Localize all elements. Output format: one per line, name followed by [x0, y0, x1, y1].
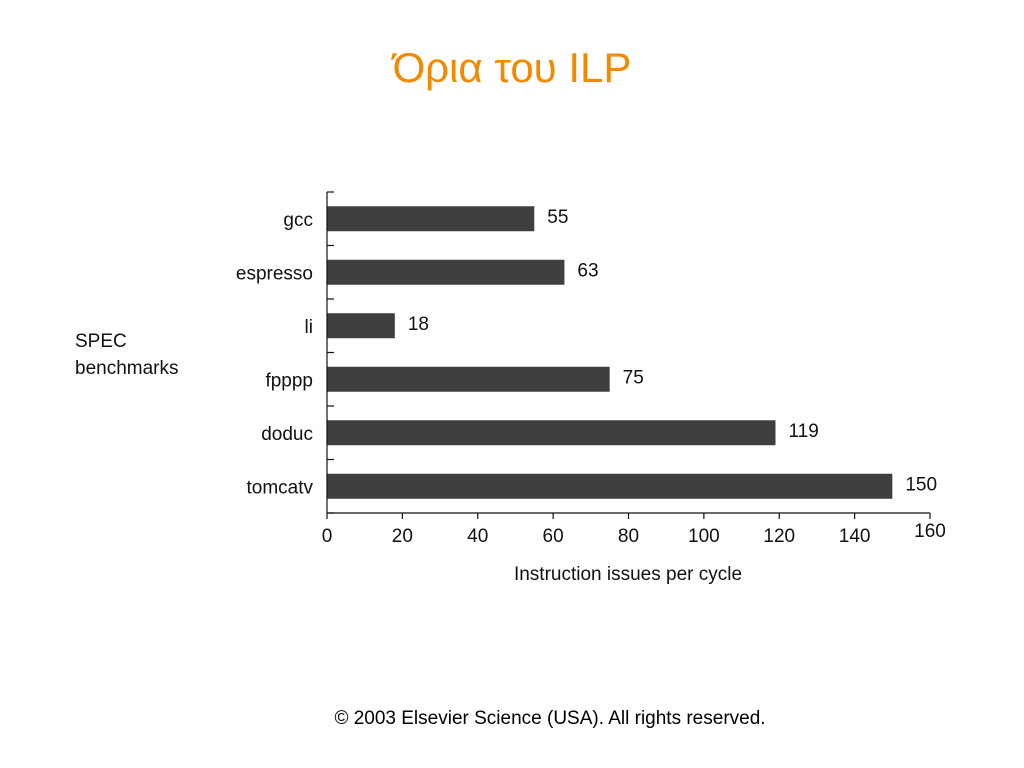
x-tick-label-140: 140: [839, 526, 871, 547]
x-tick-label-160: 160: [914, 521, 946, 542]
data-label-espresso: 63: [577, 260, 598, 281]
slide-title: Όρια του ILP: [392, 44, 632, 91]
bars-layer: [327, 206, 893, 499]
bar-espresso: [327, 259, 565, 285]
x-tick-label-60: 60: [543, 526, 564, 547]
data-label-doduc: 119: [788, 421, 818, 442]
category-label-doduc: doduc: [261, 424, 313, 445]
x-tick-label-0: 0: [322, 526, 333, 547]
category-label-espresso: espresso: [236, 263, 313, 284]
bar-li: [327, 313, 395, 339]
data-label-gcc: 55: [547, 207, 568, 228]
bar-gcc: [327, 206, 535, 232]
x-tick-label-80: 80: [618, 526, 639, 547]
x-tick-label-120: 120: [763, 526, 795, 547]
x-tick-label-20: 20: [392, 526, 413, 547]
category-label-gcc: gcc: [283, 210, 313, 231]
category-label-fpppp: fpppp: [265, 370, 313, 391]
axes-layer: [326, 191, 931, 519]
data-label-fpppp: 75: [623, 367, 644, 388]
category-label-li: li: [305, 317, 313, 338]
category-label-tomcatv: tomcatv: [246, 477, 313, 498]
data-label-li: 18: [408, 314, 429, 335]
bar-tomcatv: [327, 473, 893, 499]
y-axis-title-line-1: SPEC: [75, 331, 127, 352]
data-label-tomcatv: 150: [905, 474, 937, 495]
bar-fpppp: [327, 366, 610, 392]
y-axis-title: SPEC benchmarks: [75, 331, 179, 379]
x-tick-label-40: 40: [467, 526, 488, 547]
y-axis-title-line-2: benchmarks: [75, 358, 179, 379]
x-tick-label-100: 100: [688, 526, 720, 547]
labels-layer: gcc 55 espresso 63 li 18 fpppp 75 doduc 119 tomcat…: [236, 207, 946, 547]
x-axis-title: Instruction issues per cycle: [514, 564, 742, 585]
copyright-notice: © 2003 Elsevier Science (USA). All right…: [334, 708, 766, 729]
bar-doduc: [327, 420, 776, 446]
